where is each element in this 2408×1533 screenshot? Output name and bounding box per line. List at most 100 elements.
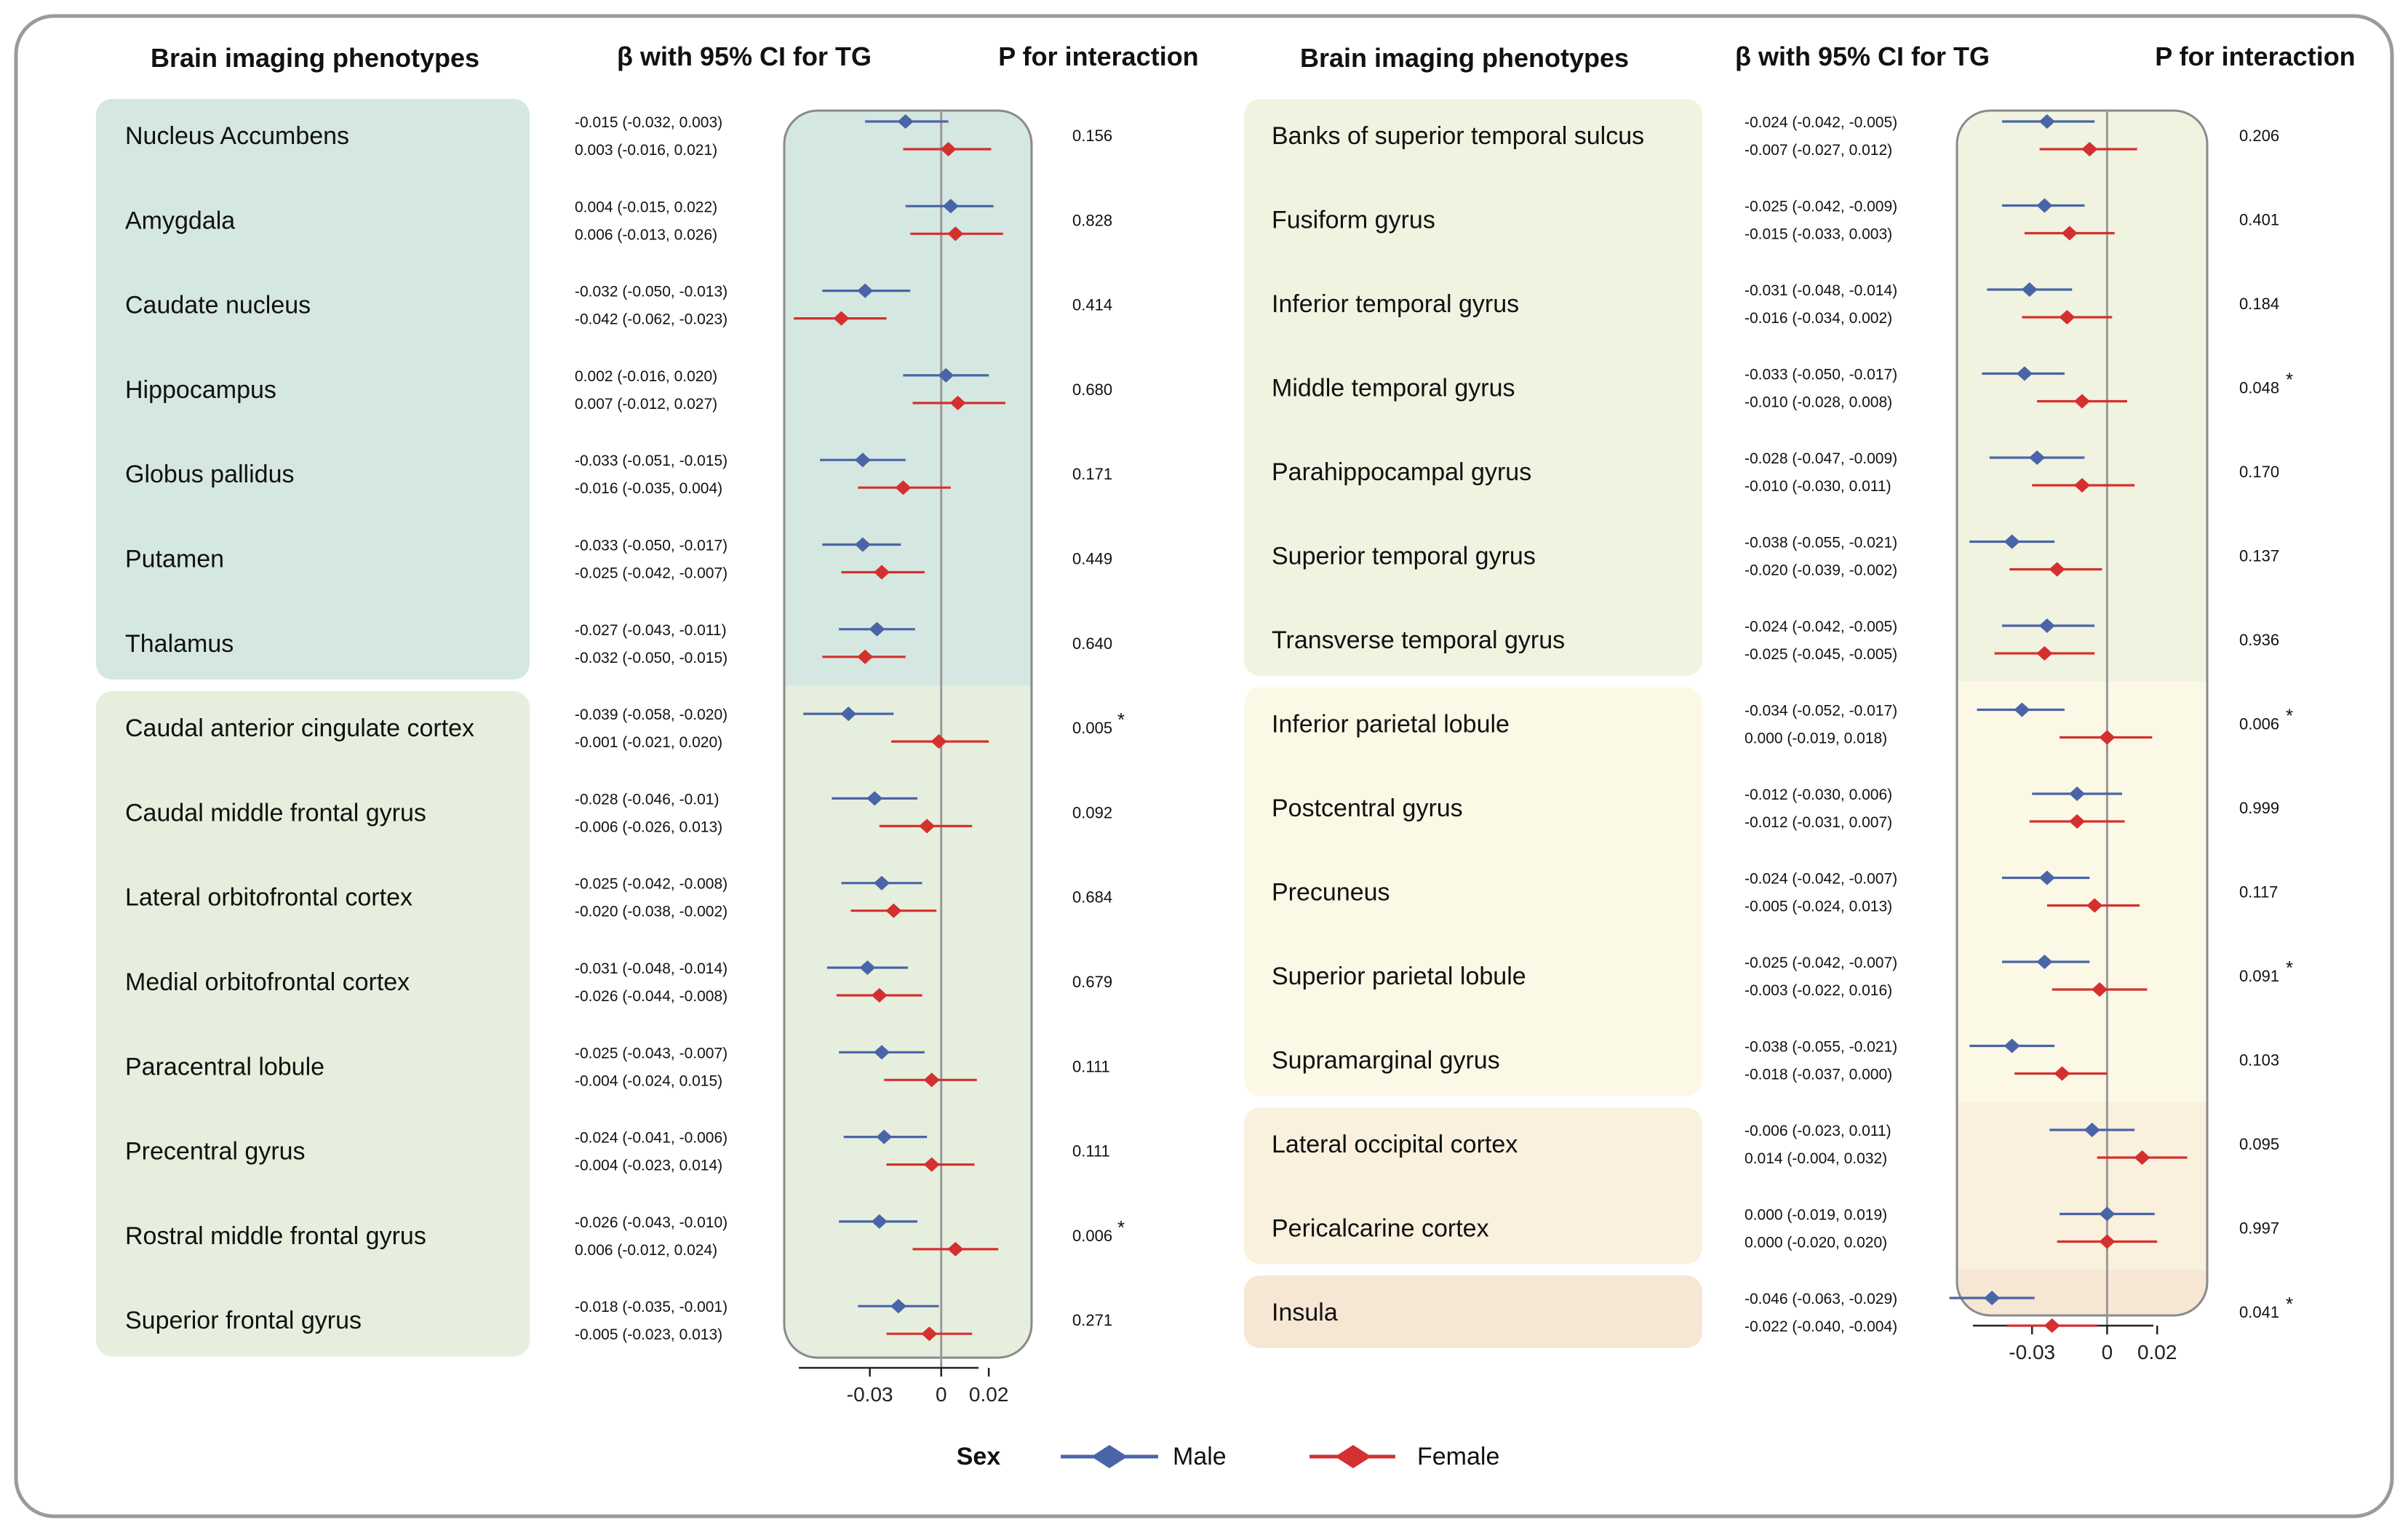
phenotype-label: Banks of superior temporal sulcus <box>1272 122 1644 150</box>
female-point-estimate <box>2049 562 2065 577</box>
female-estimate-text: -0.005 (-0.023, 0.013) <box>575 1326 722 1343</box>
header-p-left: P for interaction <box>998 41 1198 71</box>
male-estimate-text: -0.018 (-0.035, -0.001) <box>575 1299 727 1315</box>
female-estimate-text: 0.006 (-0.013, 0.026) <box>575 226 717 243</box>
p-interaction-value: 0.171 <box>1072 465 1112 483</box>
male-point-estimate <box>2021 282 2038 297</box>
female-point-estimate <box>2061 226 2078 241</box>
group-label-box-temporal <box>1244 99 1702 676</box>
p-interaction-value: 0.137 <box>2239 547 2279 565</box>
female-point-estimate <box>2081 142 2098 156</box>
female-estimate-text: -0.026 (-0.044, -0.008) <box>575 988 727 1005</box>
p-interaction-value: 0.414 <box>1072 296 1112 314</box>
female-point-estimate <box>2044 1318 2060 1333</box>
female-point-estimate <box>2099 1234 2116 1249</box>
male-point-estimate <box>859 960 876 975</box>
phenotype-label: Putamen <box>125 546 224 573</box>
p-interaction-value: 0.640 <box>1072 634 1112 653</box>
male-estimate-text: -0.025 (-0.043, -0.007) <box>575 1045 727 1062</box>
female-estimate-text: -0.025 (-0.042, -0.007) <box>575 565 727 582</box>
male-point-estimate <box>854 537 871 552</box>
p-interaction-value: 0.048 <box>2239 379 2279 397</box>
male-point-estimate <box>871 1214 888 1229</box>
p-interaction-value: 0.997 <box>2239 1219 2279 1238</box>
phenotype-label: Caudal anterior cingulate cortex <box>125 714 474 742</box>
female-point-estimate <box>949 395 966 410</box>
phenotype-label: Caudate nucleus <box>125 292 311 319</box>
plot-band-subcortical <box>784 111 1032 685</box>
male-point-estimate <box>866 791 883 806</box>
male-estimate-text: -0.012 (-0.030, 0.006) <box>1745 787 1892 803</box>
female-estimate-text: -0.003 (-0.022, 0.016) <box>1745 982 1892 999</box>
phenotype-label: Precuneus <box>1272 879 1390 907</box>
phenotype-label: Postcentral gyrus <box>1272 795 1463 822</box>
female-estimate-text: -0.006 (-0.026, 0.013) <box>575 819 722 835</box>
male-point-estimate <box>2038 870 2055 885</box>
female-point-estimate <box>2054 1066 2070 1081</box>
plot-band-occipital <box>1957 1102 2207 1270</box>
male-point-estimate <box>1984 1291 2001 1305</box>
x-tick-label: 0.02 <box>969 1383 1009 1406</box>
p-interaction-value: 0.184 <box>2239 295 2279 313</box>
p-interaction-value: 0.206 <box>2239 127 2279 145</box>
female-point-estimate <box>857 649 874 664</box>
male-estimate-text: 0.004 (-0.015, 0.022) <box>575 199 717 215</box>
significance-star: * <box>2286 957 2293 979</box>
male-point-estimate <box>938 367 954 383</box>
male-point-estimate <box>2014 702 2030 717</box>
significance-star: * <box>2286 705 2293 727</box>
male-estimate-text: 0.002 (-0.016, 0.020) <box>575 368 717 385</box>
male-estimate-text: -0.027 (-0.043, -0.011) <box>575 622 727 639</box>
phenotype-label: Insula <box>1272 1299 1338 1326</box>
plot-outline <box>1955 109 2209 1317</box>
p-interaction-value: 0.091 <box>2239 967 2279 985</box>
female-estimate-text: -0.016 (-0.035, 0.004) <box>575 480 722 497</box>
legend: Sex Male Female <box>957 1443 1500 1470</box>
female-estimate-text: -0.018 (-0.037, 0.000) <box>1745 1067 1892 1083</box>
male-point-estimate <box>876 1129 893 1144</box>
female-estimate-text: 0.003 (-0.016, 0.021) <box>575 142 717 159</box>
group-label-box-insula <box>1244 1275 1702 1348</box>
male-point-estimate <box>2029 450 2046 465</box>
header-beta-right: β with 95% CI for TG <box>1735 41 1990 71</box>
male-point-estimate <box>2038 114 2055 129</box>
plot-outline <box>783 109 1033 1359</box>
p-interaction-value: 0.006 <box>1072 1227 1112 1245</box>
significance-star: * <box>1117 709 1125 730</box>
female-estimate-text: -0.020 (-0.039, -0.002) <box>1745 562 1897 579</box>
male-point-estimate <box>869 621 885 637</box>
female-point-estimate <box>947 226 964 242</box>
female-point-estimate <box>923 1072 940 1088</box>
female-point-estimate <box>923 1157 940 1172</box>
male-estimate-text: -0.024 (-0.042, -0.007) <box>1745 871 1897 888</box>
female-estimate-text: -0.016 (-0.034, 0.002) <box>1745 310 1892 327</box>
male-point-estimate <box>2084 1123 2100 1137</box>
male-estimate-text: -0.028 (-0.047, -0.009) <box>1745 450 1897 467</box>
male-point-estimate <box>2004 1038 2020 1054</box>
forest-plot-left: -0.03 0 0.02 Nucleus Accumbens -0.015 (-0.03… <box>96 98 1125 1406</box>
female-point-estimate <box>2074 394 2090 409</box>
female-point-estimate <box>2036 646 2053 661</box>
group-label-box-parietal <box>1244 687 1702 1096</box>
x-tick-label: -0.03 <box>847 1383 893 1406</box>
male-point-estimate <box>874 1045 890 1060</box>
male-estimate-text: 0.000 (-0.019, 0.019) <box>1745 1207 1887 1224</box>
phenotype-label: Inferior temporal gyrus <box>1272 290 1519 318</box>
female-estimate-text: -0.020 (-0.038, -0.002) <box>575 904 727 920</box>
legend-female-label: Female <box>1417 1443 1499 1470</box>
male-point-estimate <box>2016 366 2033 381</box>
male-estimate-text: -0.026 (-0.043, -0.010) <box>575 1214 727 1231</box>
legend-male-label: Male <box>1173 1443 1227 1470</box>
phenotype-label: Medial orbitofrontal cortex <box>125 968 410 996</box>
p-interaction-value: 0.117 <box>2239 883 2278 901</box>
phenotype-label: Superior parietal lobule <box>1272 963 1526 990</box>
female-estimate-text: -0.025 (-0.045, -0.005) <box>1745 646 1897 663</box>
p-interaction-value: 0.092 <box>1072 803 1112 821</box>
p-interaction-value: 0.999 <box>2239 799 2279 817</box>
phenotype-label: Transverse temporal gyrus <box>1272 626 1565 654</box>
phenotype-label: Rostral middle frontal gyrus <box>125 1222 426 1250</box>
female-point-estimate <box>2099 730 2116 745</box>
female-point-estimate <box>2059 310 2076 324</box>
female-estimate-text: -0.042 (-0.062, -0.023) <box>575 311 727 328</box>
